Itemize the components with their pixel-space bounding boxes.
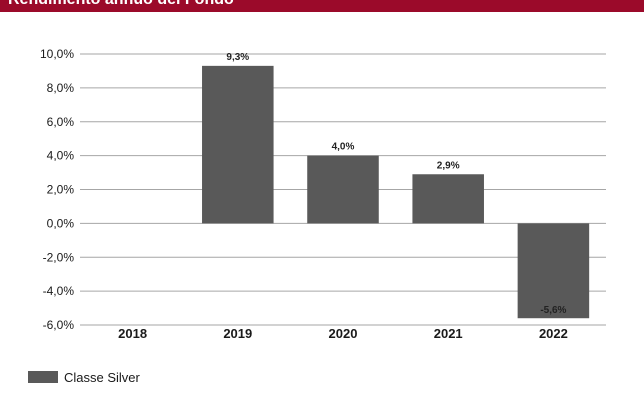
y-tick-label: -2,0% — [43, 250, 75, 264]
y-tick-label: 8,0% — [47, 81, 75, 95]
bar — [307, 155, 379, 224]
chart-title: Rendimento annuo del Fondo — [8, 0, 234, 9]
x-tick-label: 2019 — [223, 326, 252, 341]
y-tick-label: 0,0% — [47, 216, 75, 230]
y-tick-label: -6,0% — [43, 318, 75, 332]
data-label: 9,3% — [226, 52, 249, 63]
legend-label: Classe Silver — [64, 369, 140, 385]
x-tick-label: 2018 — [118, 326, 147, 341]
y-tick-label: 2,0% — [47, 183, 75, 197]
x-tick-label: 2020 — [329, 326, 358, 341]
x-tick-label: 2021 — [434, 326, 463, 341]
bar — [517, 223, 590, 319]
bar — [412, 174, 484, 224]
x-tick-label: 2022 — [539, 326, 568, 341]
y-tick-label: -4,0% — [43, 284, 75, 298]
legend-swatch — [28, 371, 58, 383]
data-label: -5,6% — [540, 305, 566, 316]
legend: Classe Silver — [28, 369, 140, 385]
data-label: 2,9% — [437, 160, 460, 171]
y-tick-label: 10,0% — [40, 47, 74, 61]
data-label: 4,0% — [332, 142, 355, 153]
y-tick-label: 6,0% — [47, 115, 75, 129]
y-tick-label: 4,0% — [47, 149, 75, 163]
chart-title-banner: Rendimento annuo del Fondo — [0, 0, 644, 12]
bar — [202, 65, 274, 224]
